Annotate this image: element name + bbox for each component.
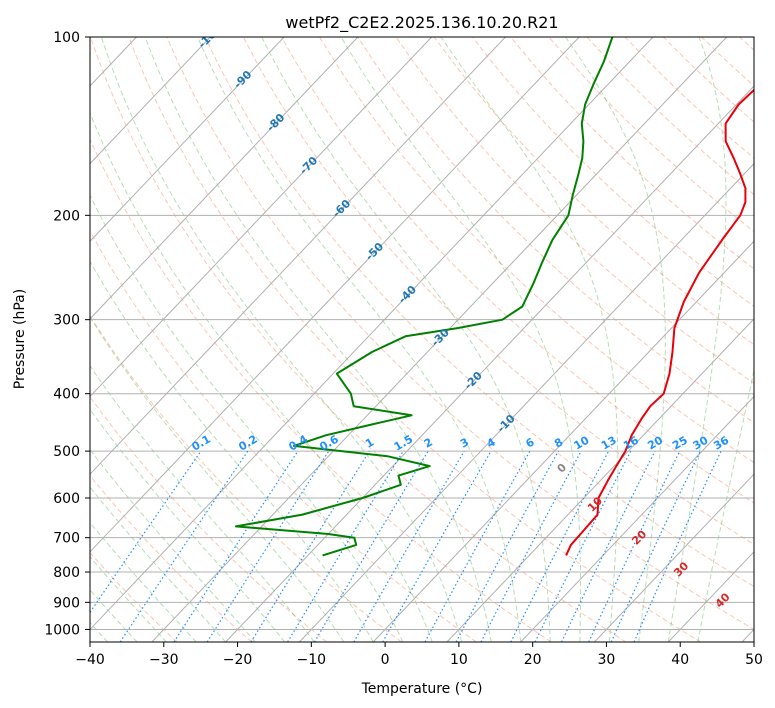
isotherm-line: [90, 37, 211, 165]
dry-adiabat-line: [166, 37, 754, 630]
moist-adiabat-line: [697, 368, 754, 642]
y-tick-label: 700: [53, 531, 80, 547]
y-tick-label: 500: [53, 444, 80, 460]
y-tick-label: 600: [53, 491, 80, 507]
pressure-gridlines: [90, 37, 754, 630]
isotherm-line: [90, 37, 654, 631]
moist-adiabat-line: [197, 37, 522, 642]
isotherm-line: [90, 37, 506, 475]
y-tick-label: 400: [53, 387, 80, 403]
x-tick-label: −30: [149, 652, 179, 668]
x-tick-label: 20: [524, 652, 542, 668]
moist-adiabat-line: [667, 37, 727, 642]
mixing-ratio-lines: [90, 450, 722, 642]
y-tick-label: 1000: [44, 622, 80, 638]
x-axis-label: Temperature (°C): [361, 681, 483, 697]
mixing-ratio-line: [250, 450, 370, 642]
isotherm-line: [372, 240, 754, 642]
mixing-ratio-line: [455, 450, 560, 642]
mixing-ratio-line: [382, 450, 492, 642]
x-tick-label: 10: [450, 652, 468, 668]
moist-adiabat-line: [90, 364, 315, 642]
dry-adiabat-line: [90, 474, 253, 642]
x-axis: −40 −30 −20 −10 0 10 20 30 40 50: [75, 642, 763, 668]
plot-area: -100-90-80-70-60-50-40-30-20-100.10.20.4…: [90, 37, 754, 642]
isotherm-line: [151, 37, 728, 642]
mixing-ratio-line: [534, 450, 632, 642]
moist-adiabat-line: [440, 37, 619, 642]
moist-adiabat-line: [144, 37, 492, 642]
dry-adiabat-line: [128, 37, 702, 642]
dry-adiabat-line: [472, 37, 754, 308]
mixing-ratio-line: [206, 450, 330, 642]
x-tick-label: −10: [297, 652, 327, 668]
plot-frame: [89, 36, 755, 643]
y-axis-label: Pressure (hPa): [12, 289, 28, 389]
dry-adiabats: [90, 37, 754, 642]
mixing-ratio-line: [287, 450, 404, 642]
dry-adiabat-line: [395, 37, 754, 384]
x-tick-label: 30: [598, 652, 616, 668]
dry-adiabat-line: [281, 37, 754, 504]
x-tick-label: 0: [381, 652, 390, 668]
mixing-ratio-line: [633, 450, 722, 642]
moist-adiabat-line: [565, 37, 666, 642]
x-tick-label: 40: [671, 652, 689, 668]
moist-adiabat-line: [90, 521, 197, 642]
y-tick-label: 800: [53, 565, 80, 581]
isotherm-line: [90, 37, 580, 553]
isotherm-line: [90, 37, 359, 320]
y-tick-label: 200: [53, 208, 80, 224]
y-tick-label: 100: [53, 30, 80, 46]
isotherm-line: [90, 37, 285, 242]
moist-adiabat-line: [90, 589, 138, 642]
mixing-ratio-line: [119, 450, 249, 642]
y-tick-label: 300: [53, 313, 80, 329]
moist-adiabat-line: [90, 111, 433, 642]
moist-adiabat-line: [90, 408, 285, 642]
isotherm-lines: [90, 37, 754, 642]
chart-title: wetPf2_C2E2.2025.136.10.20.R21: [285, 13, 558, 33]
x-tick-label: 50: [745, 652, 763, 668]
dry-adiabat-line: [90, 229, 477, 642]
moist-adiabat-line: [261, 37, 551, 642]
dry-adiabat-line: [90, 37, 627, 642]
isotherm-line: [446, 318, 754, 642]
moist-adiabat-line: [100, 37, 463, 642]
isotherm-line: [594, 473, 754, 642]
mixing-ratio-line: [173, 450, 299, 642]
sounding-traces: [234, 37, 754, 557]
temperature-trace: [565, 88, 754, 556]
dewpoint-trace: [234, 37, 614, 557]
dry-adiabat-line: [319, 37, 754, 464]
moist-adiabat-line: [340, 37, 582, 642]
moist-adiabat-line: [90, 556, 167, 642]
moist-adiabat-line: [90, 260, 374, 642]
mixing-ratio-line: [561, 450, 656, 642]
isotherm-line: [225, 85, 754, 642]
y-tick-label: 900: [53, 595, 80, 611]
x-tick-label: −40: [75, 652, 105, 668]
moist-adiabat-line: [90, 486, 226, 642]
isotherm-line: [90, 37, 433, 398]
isotherm-line: [299, 162, 754, 642]
isotherm-line: [520, 395, 754, 642]
moist-adiabat-line: [90, 316, 345, 642]
dry-adiabat-line: [90, 551, 178, 642]
mixing-ratio-line: [424, 450, 531, 642]
y-axis: 100 200 300 400 500 600 700 800 900 1000: [44, 30, 90, 638]
dry-adiabat-line: [90, 138, 552, 642]
x-tick-label: −20: [223, 652, 253, 668]
